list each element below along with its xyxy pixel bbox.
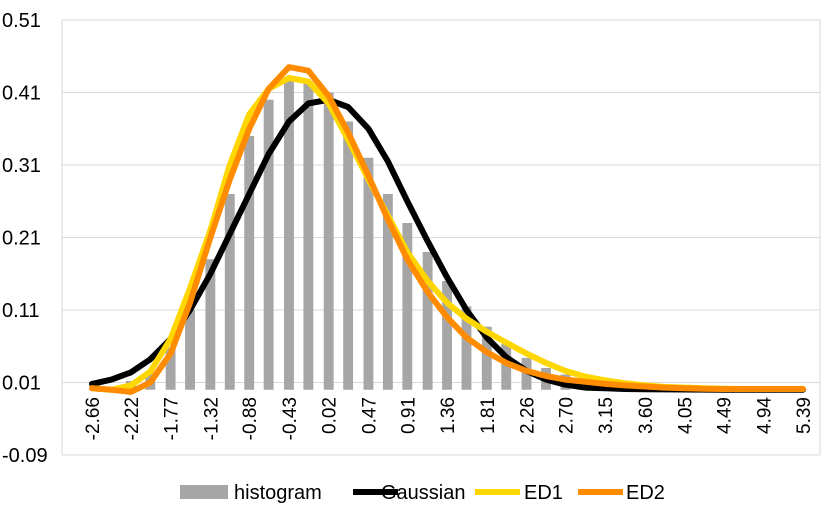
x-tick-label: -1.32: [201, 397, 222, 440]
histogram-bars: [106, 78, 808, 390]
histogram-bar: [461, 306, 472, 390]
x-tick-label: -0.43: [280, 397, 301, 440]
histogram-bar: [284, 78, 294, 390]
histogram-bar: [501, 344, 512, 390]
x-tick-label: 2.70: [556, 397, 577, 434]
legend-label: Gaussian: [381, 482, 466, 504]
x-tick-label: -2.66: [83, 397, 104, 440]
y-tick-label: 0.01: [2, 373, 41, 395]
histogram-bar: [363, 157, 374, 390]
x-tick-label: -0.88: [240, 397, 261, 440]
y-tick-label: 0.51: [2, 10, 41, 32]
histogram-bar: [402, 223, 413, 390]
legend-swatch: [180, 485, 228, 499]
legend-item-ed1: ED1: [475, 482, 563, 504]
series-lines: [89, 64, 806, 395]
plot-area: [61, 20, 821, 455]
histogram-bar: [224, 194, 235, 390]
legend-label: ED2: [626, 482, 665, 504]
x-axis-ticks: -2.66 -2.22 -1.77 -1.32 -0.88 -0.43 0.02 0.47 0.…: [83, 397, 815, 441]
x-tick-label: 0.02: [320, 397, 341, 434]
x-tick-label: 1.36: [438, 397, 459, 434]
y-tick-label: 0.21: [2, 228, 41, 250]
histogram-bar: [185, 310, 195, 390]
histogram-bar: [343, 121, 354, 390]
x-tick-label: -1.77: [162, 397, 183, 440]
histogram-bar: [303, 81, 314, 390]
x-tick-label: 0.47: [359, 397, 380, 434]
x-tick-label: -2.22: [122, 397, 143, 440]
legend-item-histogram: histogram: [180, 482, 322, 504]
legend: histogram Gaussian ED1 ED2: [180, 482, 665, 504]
histogram-bar: [263, 99, 274, 390]
x-tick-label: 4.49: [715, 397, 736, 434]
histogram-bar: [442, 281, 452, 390]
histogram-bar: [205, 259, 216, 390]
histogram-bar: [323, 92, 334, 390]
legend-label: histogram: [234, 482, 322, 504]
y-tick-label: -0.09: [2, 445, 48, 467]
x-tick-label: 3.60: [636, 397, 657, 434]
legend-item-gaussian: Gaussian: [353, 482, 466, 504]
legend-label: ED1: [524, 482, 563, 504]
x-tick-label: 5.39: [794, 397, 815, 434]
y-tick-label: 0.11: [2, 300, 39, 322]
histogram-bar: [165, 347, 176, 390]
histogram-bar: [481, 326, 492, 390]
x-tick-label: 4.94: [754, 397, 775, 434]
x-tick-label: 1.81: [478, 397, 499, 434]
y-tick-label: 0.31: [2, 155, 41, 177]
x-tick-label: 0.91: [398, 397, 419, 434]
histogram-bar: [422, 252, 433, 390]
x-tick-label: 4.05: [676, 397, 697, 434]
histogram-bar: [244, 136, 255, 390]
y-tick-label: 0.41: [2, 83, 41, 105]
histogram-bar: [382, 194, 393, 390]
series-line-ed2: [89, 64, 806, 395]
y-axis-ticks: 0.51 0.41 0.31 0.21 0.11 0.01 -0.09: [2, 10, 48, 467]
x-tick-label: 2.26: [518, 397, 539, 434]
x-tick-label: 3.15: [596, 397, 617, 434]
legend-item-ed2: ED2: [578, 482, 665, 504]
